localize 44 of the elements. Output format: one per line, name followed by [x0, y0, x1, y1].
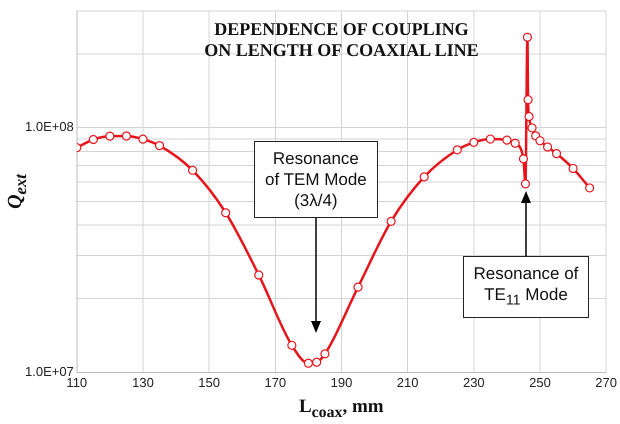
- point: [518, 154, 528, 164]
- point: [138, 134, 148, 144]
- annotation: Resonance of TE$_{11}$ Mode: [462, 256, 590, 318]
- point: [312, 358, 322, 367]
- point: [523, 95, 533, 104]
- point: [320, 349, 330, 359]
- point: [522, 32, 532, 42]
- point: [535, 136, 545, 146]
- point: [486, 134, 495, 144]
- point: [88, 134, 98, 144]
- point: [254, 270, 264, 280]
- point: [552, 149, 562, 158]
- point: [221, 208, 230, 218]
- point: [469, 138, 478, 148]
- x-tick-label: 230: [462, 374, 485, 390]
- point: [520, 179, 530, 188]
- point: [154, 141, 164, 150]
- point: [420, 172, 429, 182]
- point: [188, 166, 198, 175]
- point: [122, 131, 132, 141]
- x-tick-label: 210: [396, 374, 418, 390]
- x-axis-title: L$_{coax}$, mm: [298, 396, 384, 422]
- point: [502, 136, 512, 145]
- x-tick-label: 130: [132, 374, 154, 390]
- point: [353, 282, 363, 292]
- point: [524, 112, 534, 122]
- point: [287, 340, 296, 350]
- x-tick-label: 170: [264, 374, 286, 390]
- point: [304, 358, 313, 368]
- x-tick-label: 270: [595, 374, 618, 390]
- point: [386, 216, 396, 226]
- point: [585, 183, 594, 193]
- point: [452, 145, 462, 154]
- text: DEPENDENCE OF COUPLING ON LENGTH OF COAXIAL LINE: [203, 18, 480, 61]
- annotation: Resonance of TEM Mode (3λ/4): [254, 141, 378, 218]
- point: [105, 132, 114, 141]
- point: [568, 164, 578, 174]
- point: [510, 138, 520, 148]
- point: [542, 142, 552, 152]
- point: [527, 123, 537, 133]
- x-tick-label: 250: [529, 374, 551, 390]
- x-tick-label: 190: [330, 374, 352, 390]
- y-tick-label: 1.0E+08: [25, 119, 74, 134]
- x-tick-label: 150: [198, 374, 220, 390]
